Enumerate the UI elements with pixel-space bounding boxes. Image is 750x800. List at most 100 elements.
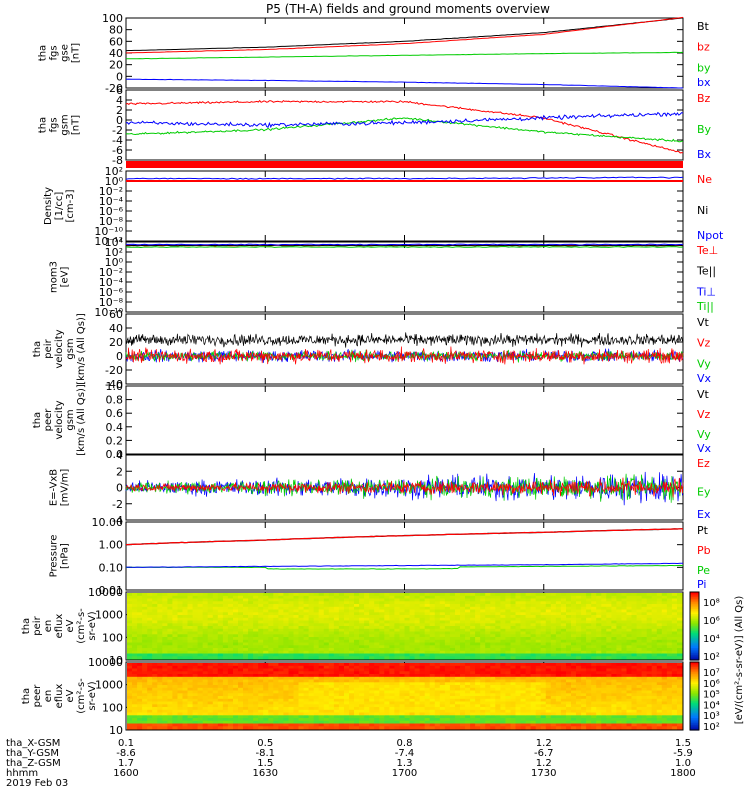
spectrogram-cell bbox=[212, 637, 219, 641]
spectrogram-cell bbox=[147, 593, 153, 597]
spectrogram-cell bbox=[338, 642, 345, 646]
spectrogram-cell bbox=[555, 645, 562, 649]
spectrogram-cell bbox=[318, 639, 325, 644]
spectrogram-cell bbox=[323, 676, 330, 681]
spectrogram-cell bbox=[545, 620, 552, 624]
spectrogram-cell bbox=[460, 668, 466, 672]
spectrogram-cell bbox=[470, 595, 476, 600]
spectrogram-cell bbox=[253, 687, 259, 692]
spectrogram-cell bbox=[576, 612, 582, 616]
spectrogram-cell bbox=[677, 645, 683, 649]
spectrogram-cell bbox=[389, 674, 395, 678]
spectrogram-cell bbox=[202, 609, 209, 613]
spectrogram-cell bbox=[475, 698, 481, 703]
spectrogram-cell bbox=[364, 606, 370, 611]
spectrogram-cell bbox=[192, 637, 199, 641]
y-tick-label: 0 bbox=[116, 114, 123, 127]
spectrogram-cell bbox=[157, 631, 163, 635]
spectrogram-cell bbox=[369, 663, 375, 667]
spectrogram-cell bbox=[268, 674, 274, 678]
spectrogram-cell bbox=[197, 648, 204, 652]
spectrogram-cell bbox=[344, 687, 350, 692]
spectrogram-cell bbox=[460, 631, 466, 635]
spectrogram-cell bbox=[485, 620, 491, 624]
spectrogram-cell bbox=[460, 628, 466, 633]
spectrogram-cell bbox=[510, 648, 517, 652]
spectrogram-cell bbox=[571, 628, 577, 633]
spectrogram-cell bbox=[217, 617, 224, 622]
spectrogram-cell bbox=[571, 598, 577, 602]
spectrogram-cell bbox=[439, 720, 446, 725]
spectrogram-cell bbox=[460, 693, 466, 697]
spectrogram-cell bbox=[414, 609, 421, 613]
spectrogram-cell bbox=[278, 604, 284, 608]
spectrogram-cell bbox=[217, 631, 224, 635]
spectrogram-cell bbox=[349, 595, 355, 600]
spectrogram-cell bbox=[444, 653, 451, 657]
spectrogram-cell bbox=[525, 648, 532, 652]
spectrogram-cell bbox=[646, 650, 653, 655]
spectrogram-cell bbox=[571, 653, 577, 657]
spectrogram-cell bbox=[601, 631, 607, 635]
spectrogram-cell bbox=[152, 631, 158, 635]
spectrogram-cell bbox=[182, 712, 189, 716]
spectrogram-cell bbox=[127, 685, 133, 689]
spectrogram-cell bbox=[419, 645, 426, 649]
spectrogram-cell bbox=[394, 723, 400, 727]
y-tick-label: 10.00 bbox=[92, 516, 124, 529]
spectrogram-cell bbox=[167, 693, 173, 697]
spectrogram-cell bbox=[596, 601, 602, 605]
spectrogram-cell bbox=[263, 639, 269, 644]
spectrogram-cell bbox=[384, 598, 390, 602]
spectrogram-cell bbox=[248, 668, 254, 672]
spectrogram-cell bbox=[369, 668, 375, 672]
spectrogram-cell bbox=[318, 693, 325, 697]
spectrogram-cell bbox=[132, 696, 138, 700]
spectrogram-cell bbox=[328, 637, 335, 641]
spectrogram-cell bbox=[641, 637, 648, 641]
spectrogram-cell bbox=[268, 604, 274, 608]
spectrogram-cell bbox=[455, 606, 461, 611]
spectrogram-cell bbox=[167, 620, 173, 624]
spectrogram-cell bbox=[505, 679, 511, 683]
spectrogram-cell bbox=[167, 696, 173, 700]
spectrogram-cell bbox=[414, 690, 421, 694]
spectrogram-cell bbox=[293, 709, 300, 714]
spectrogram-cell bbox=[424, 601, 431, 605]
spectrogram-cell bbox=[278, 642, 284, 646]
spectrogram-cell bbox=[359, 639, 365, 644]
spectrogram-cell bbox=[137, 598, 143, 602]
spectrogram-cell bbox=[581, 612, 587, 616]
spectrogram-cell bbox=[278, 712, 284, 716]
spectrogram-cell bbox=[182, 693, 189, 697]
spectrogram-cell bbox=[152, 676, 158, 681]
spectrogram-cell bbox=[248, 656, 254, 660]
spectrogram-cell bbox=[616, 634, 622, 638]
spectrogram-cell bbox=[238, 687, 244, 692]
spectrogram-cell bbox=[233, 650, 239, 655]
spectrogram-cell bbox=[288, 637, 295, 641]
spectrogram-cell bbox=[227, 628, 234, 633]
spectrogram-cell bbox=[571, 601, 577, 605]
spectrogram-cell bbox=[515, 712, 522, 716]
spectrogram-cell bbox=[505, 701, 511, 705]
spectrogram-cell bbox=[142, 685, 148, 689]
spectrogram-cell bbox=[222, 656, 229, 660]
spectrogram-cell bbox=[192, 687, 199, 692]
spectrogram-cell bbox=[263, 663, 269, 667]
spectrogram-cell bbox=[227, 720, 234, 725]
spectrogram-cell bbox=[167, 650, 173, 655]
spectrogram-cell bbox=[303, 696, 310, 700]
spectrogram-cell bbox=[646, 639, 653, 644]
spectrogram-cell bbox=[333, 668, 340, 672]
spectrogram-cell bbox=[414, 626, 421, 630]
spectrogram-cell bbox=[636, 637, 643, 641]
spectrogram-cell bbox=[495, 676, 501, 681]
spectrogram-cell bbox=[455, 696, 461, 700]
spectrogram-cell bbox=[535, 701, 542, 705]
spectrogram-cell bbox=[671, 634, 678, 638]
spectrogram-cell bbox=[248, 593, 254, 597]
spectrogram-cell bbox=[142, 653, 148, 657]
spectrogram-cell bbox=[666, 645, 673, 649]
spectrogram-cell bbox=[238, 704, 244, 708]
